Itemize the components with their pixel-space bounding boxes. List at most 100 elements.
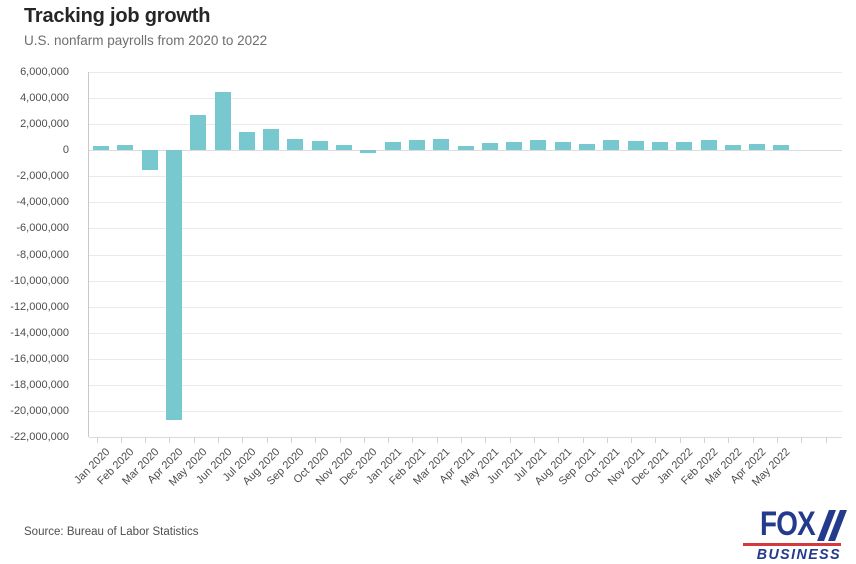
y-gridline — [89, 202, 842, 204]
x-tick — [363, 437, 365, 443]
bar — [554, 142, 571, 151]
bar — [384, 141, 401, 151]
bar — [506, 141, 523, 151]
x-tick — [679, 437, 681, 443]
x-tick — [315, 437, 317, 443]
bar — [311, 141, 328, 151]
x-tick — [752, 437, 754, 443]
x-tick — [533, 437, 535, 443]
bar — [165, 150, 182, 420]
y-gridline — [89, 437, 842, 438]
x-tick — [558, 437, 560, 443]
x-tick — [606, 437, 608, 443]
y-axis-label: -6,000,000 — [16, 222, 69, 235]
bar — [93, 146, 109, 151]
bar — [214, 91, 231, 151]
y-gridline — [89, 124, 842, 126]
bar — [579, 143, 595, 151]
x-tick — [339, 437, 341, 443]
fox-business-logo: FOX BUSINESS — [743, 505, 847, 563]
x-tick — [242, 437, 244, 443]
source-note: Source: Bureau of Labor Statistics — [24, 526, 199, 538]
logo-red-rule — [743, 543, 841, 546]
y-gridline — [89, 384, 842, 386]
x-tick — [193, 437, 195, 443]
bar — [117, 145, 134, 151]
y-axis-label: -16,000,000 — [10, 352, 69, 365]
bar — [481, 143, 498, 151]
bar — [530, 139, 547, 151]
x-tick — [388, 437, 390, 443]
bar — [457, 146, 474, 151]
y-gridline — [89, 98, 842, 100]
x-tick — [96, 437, 98, 443]
y-axis-label: -4,000,000 — [16, 196, 69, 209]
bar — [676, 142, 693, 151]
x-tick — [461, 437, 462, 443]
y-gridline — [89, 228, 842, 230]
y-axis-label: -18,000,000 — [10, 378, 69, 391]
x-tick — [509, 437, 511, 443]
x-tick — [266, 437, 268, 443]
y-axis-label: 0 — [62, 144, 69, 157]
chart-subtitle: U.S. nonfarm payrolls from 2020 to 2022 — [24, 33, 268, 48]
y-axis-label: 6,000,000 — [20, 66, 69, 78]
y-axis-label: -14,000,000 — [10, 326, 69, 339]
y-gridline — [89, 150, 842, 152]
bar — [749, 144, 766, 151]
y-axis-label: 4,000,000 — [20, 92, 69, 105]
bar — [408, 139, 425, 151]
x-tick — [825, 437, 827, 443]
logo-top-row: FOX — [743, 505, 847, 543]
y-axis-label: -8,000,000 — [16, 248, 69, 261]
y-axis-label: -2,000,000 — [16, 170, 69, 183]
bar — [190, 115, 207, 151]
bar — [287, 138, 304, 151]
x-tick — [290, 437, 292, 443]
bar — [700, 140, 717, 151]
y-gridline — [89, 332, 842, 334]
bar — [360, 150, 377, 153]
logo-fox-wordmark: FOX — [760, 505, 816, 543]
bar — [627, 141, 644, 151]
bar — [263, 129, 280, 151]
searchlight-beams-icon — [817, 510, 847, 541]
x-tick — [582, 437, 584, 443]
page-title: Tracking job growth — [24, 5, 211, 27]
y-gridline — [89, 254, 842, 256]
y-axis-label: 2,000,000 — [20, 118, 69, 131]
x-tick — [218, 437, 219, 443]
x-tick — [631, 437, 633, 443]
x-tick — [704, 437, 705, 443]
x-tick — [145, 437, 147, 443]
x-tick — [412, 437, 414, 443]
bar — [603, 140, 620, 151]
y-gridline — [89, 176, 842, 178]
bar — [433, 138, 450, 151]
bar — [773, 145, 790, 151]
x-tick — [655, 437, 657, 443]
logo-business-wordmark: BUSINESS — [756, 546, 841, 563]
bar — [336, 145, 352, 151]
x-tick — [728, 437, 730, 443]
y-axis-label: -22,000,000 — [10, 431, 69, 443]
bar — [141, 150, 158, 170]
y-axis-label: -10,000,000 — [10, 274, 69, 287]
y-gridline — [89, 358, 842, 360]
x-tick — [169, 437, 171, 443]
x-tick — [436, 437, 438, 443]
bar — [651, 141, 668, 151]
x-tick — [776, 437, 778, 443]
x-tick — [485, 437, 487, 443]
plot-area: 6,000,000 4,000,000 2,000,000 0 -2,000,000 -4… — [10, 67, 842, 489]
bar — [238, 132, 255, 151]
y-gridline — [89, 72, 842, 73]
y-axis-label: -12,000,000 — [10, 300, 69, 313]
x-tick — [801, 437, 803, 443]
bar — [724, 145, 741, 151]
y-gridline — [89, 410, 842, 412]
y-gridline — [89, 306, 842, 308]
x-tick — [120, 437, 122, 443]
y-gridline — [89, 280, 842, 282]
